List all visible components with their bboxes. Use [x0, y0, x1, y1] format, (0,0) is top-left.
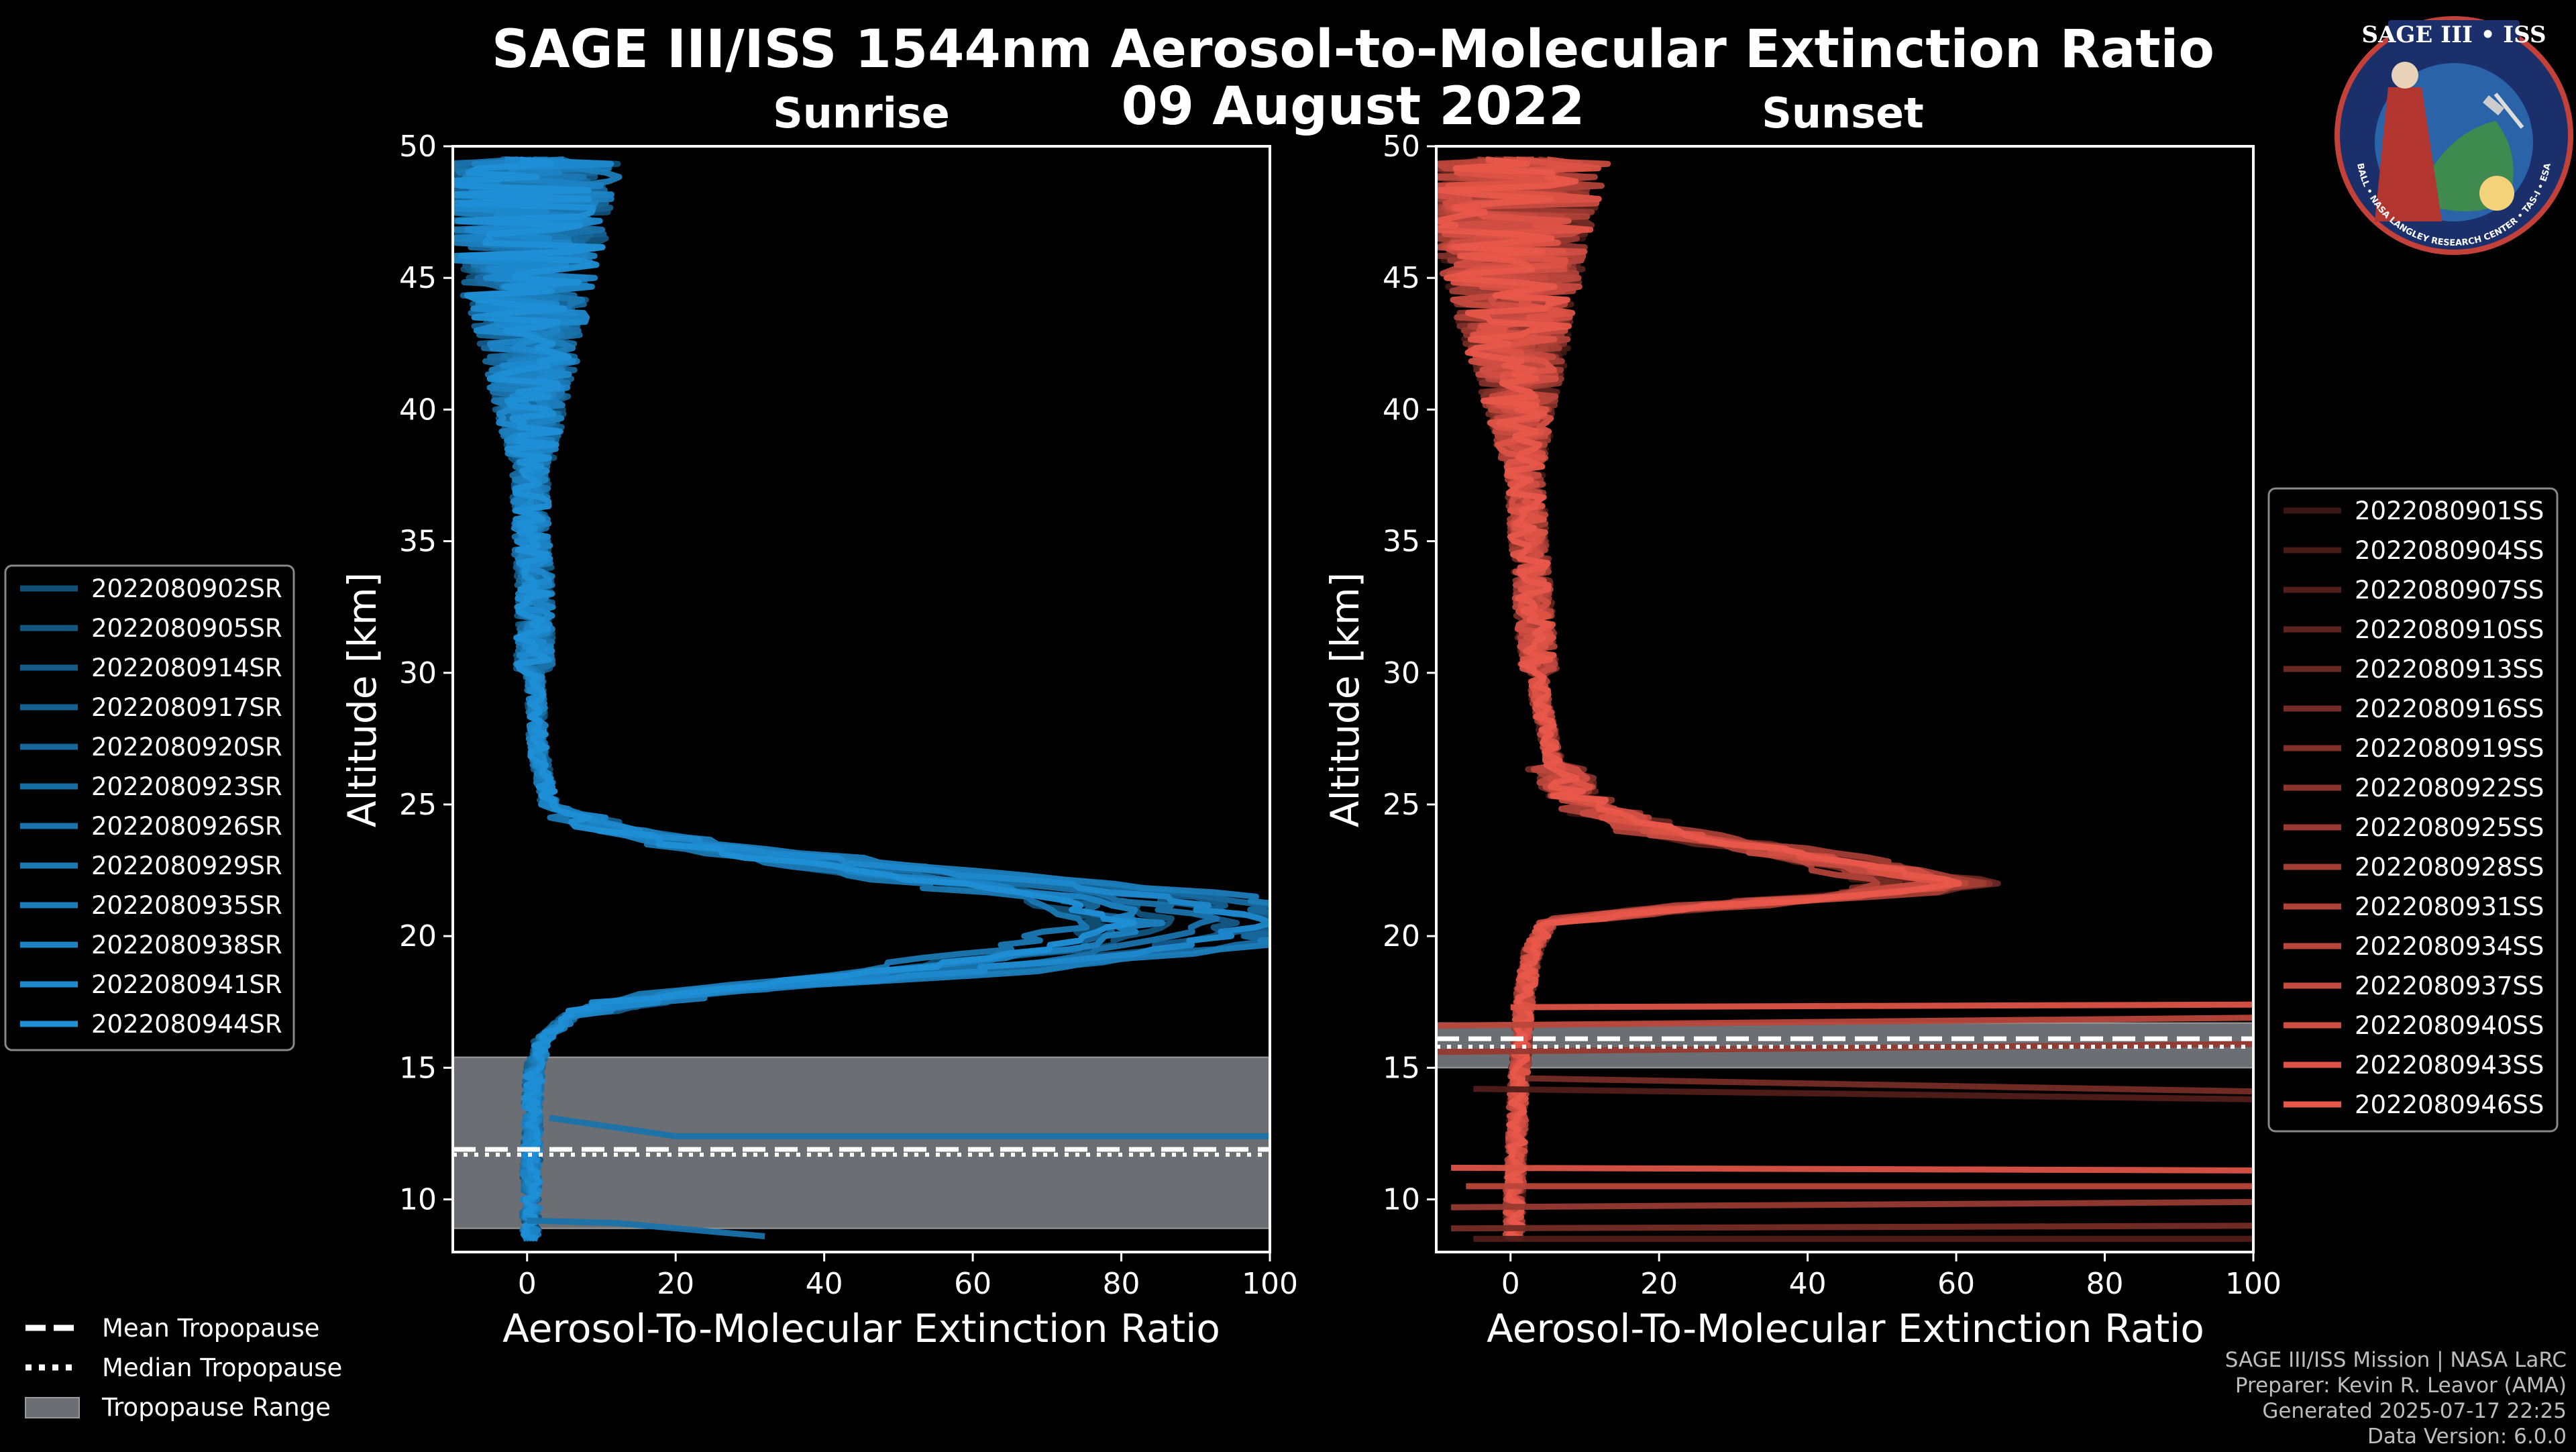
sunset-x-tick-label: 0: [1501, 1267, 1520, 1301]
median-tropopause-label: Median Tropopause: [102, 1353, 342, 1382]
sunrise-legend-label: 2022080929SR: [91, 851, 282, 880]
sunset-x-tick-label: 60: [1937, 1267, 1975, 1301]
sunrise-x-tick-label: 60: [954, 1267, 991, 1301]
sunset-y-tick-label: 50: [1383, 129, 1420, 164]
sunset-series-line: [1436, 156, 1962, 1242]
sunrise-legend-label: 2022080935SR: [91, 891, 282, 920]
sunset-legend-label: 2022080901SS: [2355, 497, 2544, 525]
sunset-legend-label: 2022080907SS: [2355, 576, 2544, 605]
sunset-y-tick-label: 10: [1383, 1183, 1420, 1217]
sunset-legend-label: 2022080910SS: [2355, 615, 2544, 644]
sunrise-series-spike: [527, 1217, 765, 1239]
credit-preparer: Preparer: Kevin R. Leavor (AMA): [2235, 1373, 2567, 1398]
tropopause-range-label: Tropopause Range: [101, 1393, 331, 1422]
sunset-legend-label: 2022080946SS: [2355, 1090, 2544, 1119]
sunset-legend-label: 2022080925SS: [2355, 813, 2544, 842]
sunrise-y-tick-label: 10: [399, 1183, 437, 1217]
sunset-series-spike: [1436, 1015, 2253, 1029]
sunrise-x-axis-label: Aerosol-To-Molecular Extinction Ratio: [502, 1306, 1220, 1351]
sunset-legend-label: 2022080928SS: [2355, 853, 2544, 882]
sunset-axes-frame: [1435, 145, 2255, 1253]
sunset-legend-label: 2022080904SS: [2355, 536, 2544, 565]
sunrise-legend-label: 2022080902SR: [91, 574, 282, 603]
sunset-y-tick-label: 45: [1383, 261, 1420, 295]
tropopause-range-swatch: [25, 1397, 80, 1418]
sunset-legend: 2022080901SS 2022080904SS 2022080907SS 2022…: [2267, 487, 2559, 1133]
sunset-x-tick-label: 80: [2086, 1267, 2124, 1301]
sunrise-y-tick-label: 20: [399, 919, 437, 953]
figure-title: SAGE III/ISS 1544nm Aerosol-to-Molecular…: [492, 19, 2214, 80]
sunrise-legend: 2022080902SR 2022080905SR 2022080914SR 2022…: [4, 564, 295, 1051]
sunset-series-spike: [1451, 1164, 2253, 1174]
sunrise-legend-label: 2022080914SR: [91, 654, 282, 682]
sunrise-x-tick-label: 100: [1242, 1267, 1298, 1301]
sunrise-y-tick-label: 30: [399, 656, 437, 690]
sunset-legend-label: 2022080916SS: [2355, 694, 2544, 723]
credit-mission: SAGE III/ISS Mission | NASA LaRC: [2225, 1348, 2567, 1372]
sunset-y-tick-label: 35: [1383, 525, 1420, 559]
sunset-y-tick-label: 20: [1383, 919, 1420, 953]
sunset-series-spike: [1451, 1223, 2253, 1232]
sunrise-legend-label: 2022080941SR: [91, 970, 282, 999]
sunrise-legend-label: 2022080905SR: [91, 614, 282, 643]
sunset-series-spike: [1525, 1075, 2253, 1095]
sunset-x-tick-label: 100: [2225, 1267, 2282, 1301]
sunrise-legend-label: 2022080926SR: [91, 812, 282, 841]
sunrise-y-tick-label: 50: [399, 129, 437, 164]
sunset-legend-label: 2022080937SS: [2355, 972, 2544, 1000]
figure-date: 09 August 2022: [1122, 76, 1585, 137]
credit-data-version: Data Version: 6.0.0: [2367, 1424, 2567, 1449]
sunset-x-tick-label: 40: [1789, 1267, 1827, 1301]
sunset-series-spike: [1510, 1001, 2253, 1010]
sunrise-legend-label: 2022080917SR: [91, 693, 282, 722]
sunset-legend-label: 2022080913SS: [2355, 655, 2544, 684]
sunset-legend-label: 2022080940SS: [2355, 1011, 2544, 1040]
sunset-x-axis-label: Aerosol-To-Molecular Extinction Ratio: [1487, 1306, 2204, 1351]
sunrise-y-tick-label: 15: [399, 1051, 437, 1085]
sunrise-panel-title: Sunrise: [773, 89, 950, 138]
sunset-legend-label: 2022080931SS: [2355, 892, 2544, 921]
logo-text: SAGE III • ISS: [2361, 21, 2546, 48]
sunset-series-spike: [1451, 1198, 2253, 1210]
sunset-legend-label: 2022080922SS: [2355, 774, 2544, 802]
tropopause-legend: Mean Tropopause Median Tropopause Tropop…: [25, 1314, 342, 1422]
sunset-y-tick-label: 15: [1383, 1051, 1420, 1085]
sunset-legend-label: 2022080943SS: [2355, 1051, 2544, 1080]
sunrise-legend-label: 2022080923SR: [91, 772, 282, 801]
sunset-plot-area: 0 20 40 60 80 100 10 15 20 25 30 35 40 45 50: [1383, 129, 2282, 1301]
sunset-y-tick-label: 40: [1383, 393, 1420, 427]
sunrise-y-tick-label: 35: [399, 525, 437, 559]
sunrise-legend-label: 2022080938SR: [91, 931, 282, 960]
sunset-legend-label: 2022080934SS: [2355, 932, 2544, 961]
sunrise-x-tick-label: 20: [657, 1267, 694, 1301]
sunrise-x-tick-label: 80: [1103, 1267, 1140, 1301]
credits: SAGE III/ISS Mission | NASA LaRC Prepare…: [2225, 1348, 2567, 1449]
sunrise-y-tick-label: 25: [399, 788, 437, 822]
sunrise-x-tick-label: 40: [806, 1267, 843, 1301]
sunrise-plot-area: 0 20 40 60 80 100 10 15 20 25 30 35 40 45 50: [399, 129, 1298, 1301]
sunrise-series-line: [453, 156, 1137, 1242]
sunset-series-spike: [1473, 1086, 2253, 1102]
sage-iii-iss-logo: SAGE III • ISS BALL • NASA LANGLEY RESEA…: [2334, 16, 2573, 255]
sunrise-x-tick-label: 0: [518, 1267, 537, 1301]
sunrise-legend-label: 2022080944SR: [91, 1010, 282, 1039]
sunrise-legend-label: 2022080920SR: [91, 733, 282, 762]
sunrise-y-axis-label: Altitude [km]: [339, 572, 385, 827]
sunrise-axes-frame: [451, 145, 1271, 1253]
sunset-y-tick-label: 25: [1383, 788, 1420, 822]
sunrise-series-spike: [549, 1114, 1270, 1139]
mean-tropopause-label: Mean Tropopause: [102, 1314, 320, 1343]
sunrise-panel: 0 20 40 60 80 100 10 15 20 25 30 35 40 45 50 Aerosol-T…: [339, 129, 1298, 1351]
sunset-panel-title: Sunset: [1762, 89, 1924, 138]
sunrise-y-tick-label: 45: [399, 261, 437, 295]
sunrise-tropopause-range: [452, 1056, 1271, 1229]
sunset-legend-label: 2022080919SS: [2355, 734, 2544, 763]
sunset-x-tick-label: 20: [1640, 1267, 1678, 1301]
sunset-panel: 0 20 40 60 80 100 10 15 20 25 30 35 40 45 50 Aerosol-T…: [1322, 129, 2282, 1351]
credit-generated: Generated 2025-07-17 22:25: [2262, 1399, 2567, 1423]
sunset-y-axis-label: Altitude [km]: [1322, 572, 1368, 827]
sunset-y-tick-label: 30: [1383, 656, 1420, 690]
sunrise-y-tick-label: 40: [399, 393, 437, 427]
